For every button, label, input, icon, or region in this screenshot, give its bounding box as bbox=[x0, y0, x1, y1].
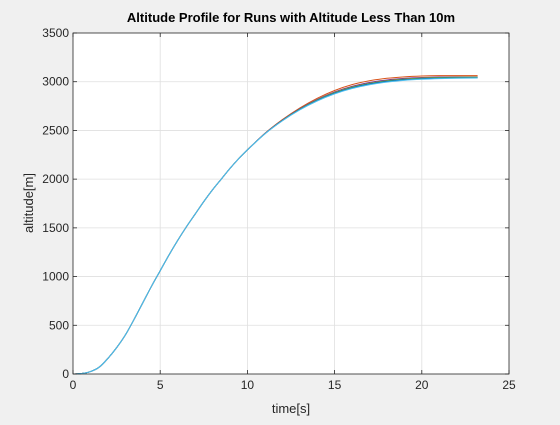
y-tick-label: 3500 bbox=[42, 26, 69, 40]
axes-box bbox=[72, 32, 510, 375]
x-tick-label: 10 bbox=[241, 378, 255, 392]
y-tick-label: 0 bbox=[62, 367, 69, 381]
y-tick-label: 500 bbox=[49, 318, 69, 332]
y-axis-label: altitude[m] bbox=[21, 173, 36, 233]
y-tick-label: 2500 bbox=[42, 123, 69, 137]
y-tick-label: 1500 bbox=[42, 221, 69, 235]
x-tick-label: 25 bbox=[502, 378, 516, 392]
chart-title: Altitude Profile for Runs with Altitude … bbox=[127, 10, 455, 25]
ticks: 0 5 10 15 20 25 0 500 1000 1500 2000 2500 3000 3500 bbox=[42, 26, 516, 392]
x-tick-label: 20 bbox=[415, 378, 429, 392]
grid bbox=[73, 33, 509, 374]
series-group bbox=[72, 75, 478, 375]
x-axis-label: time[s] bbox=[272, 401, 310, 416]
x-tick-label: 15 bbox=[328, 378, 342, 392]
y-tick-label: 2000 bbox=[42, 172, 69, 186]
x-tick-label: 5 bbox=[157, 378, 164, 392]
series-line-5 bbox=[72, 77, 478, 375]
y-tick-label: 3000 bbox=[42, 75, 69, 89]
y-tick-label: 1000 bbox=[42, 270, 69, 284]
x-tick-label: 0 bbox=[70, 378, 77, 392]
plot-area bbox=[73, 33, 509, 374]
